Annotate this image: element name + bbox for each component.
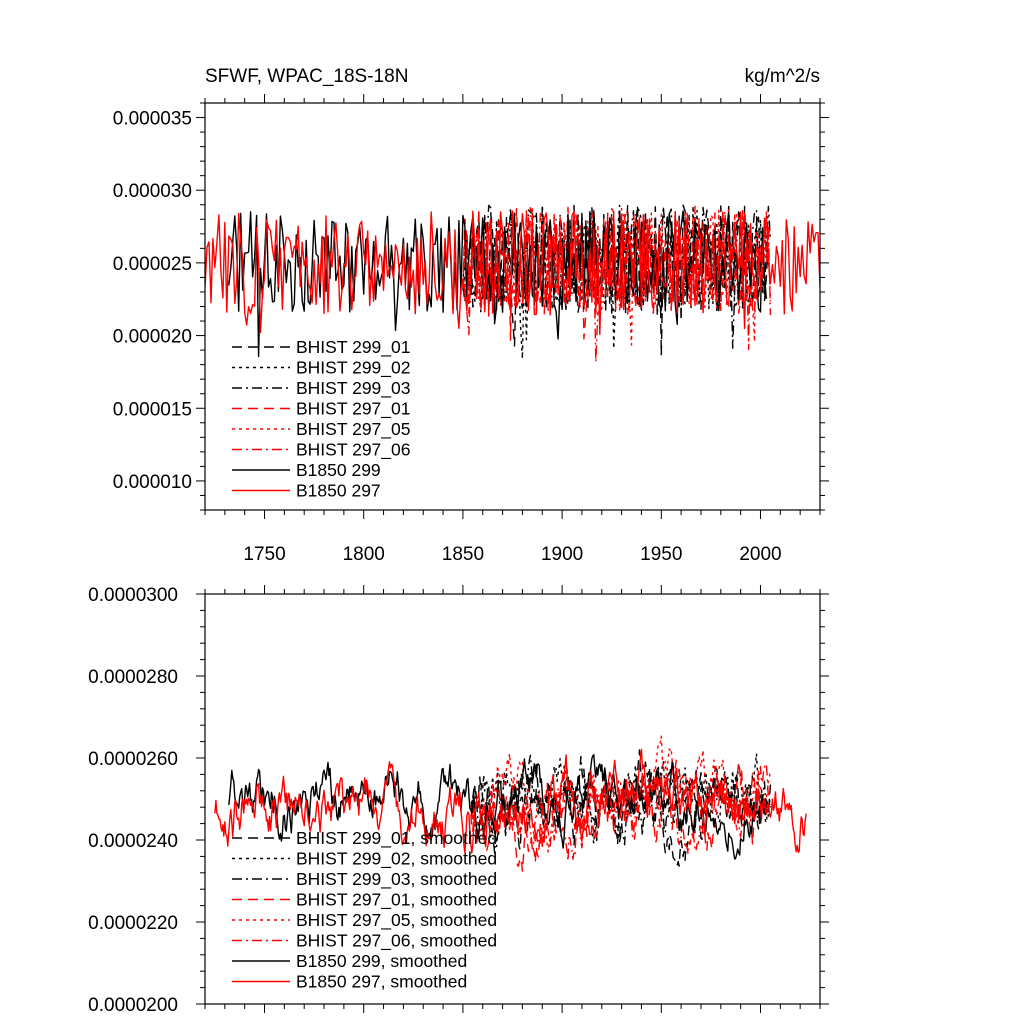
legend-label: BHIST 297_05 xyxy=(296,419,410,440)
series-line-b1850-297-smoothed xyxy=(214,748,807,854)
y-tick-label: 0.0000220 xyxy=(88,913,178,934)
series-line-bhist-297-06 xyxy=(462,205,772,363)
legend-label: BHIST 299_01 xyxy=(296,337,410,358)
legend-label: B1850 297 xyxy=(296,481,381,501)
top-panel-axis: 1750 1800 1850 1900 1950 2000 0.000010 0.000015… xyxy=(113,94,829,565)
x-tick-label: 1850 xyxy=(442,544,484,565)
x-tick-label: 1750 xyxy=(243,544,285,565)
series-line-bhist-297-05 xyxy=(462,206,772,346)
y-tick-label: 0.0000200 xyxy=(88,995,178,1016)
x-tick-label: 1950 xyxy=(640,544,682,565)
legend-label: BHIST 299_03 xyxy=(296,378,410,399)
y-tick-label: 0.000020 xyxy=(113,327,192,348)
series-line-bhist-297-05-smoothed xyxy=(470,735,772,853)
y-tick-label: 0.0000260 xyxy=(88,749,178,770)
legend-label: BHIST 299_03, smoothed xyxy=(296,869,497,890)
legend-label: B1850 297, smoothed xyxy=(296,972,467,992)
series-line-bhist-297-01 xyxy=(462,208,772,341)
series-line-bhist-299-01-smoothed xyxy=(470,749,772,867)
y-tick-label: 0.0000280 xyxy=(88,667,178,688)
legend-label: BHIST 297_05, smoothed xyxy=(296,910,497,931)
bottom-panel: 0.0000200 0.0000220 0.0000240 0.0000260 0.00… xyxy=(88,585,829,1016)
y-tick-label: 0.000025 xyxy=(113,254,192,275)
series-line-bhist-297-01-smoothed xyxy=(470,759,761,872)
legend-label: BHIST 299_01, smoothed xyxy=(296,828,497,849)
legend-label: B1850 299, smoothed xyxy=(296,951,467,971)
legend-label: BHIST 297_01 xyxy=(296,399,410,420)
top-panel-units: kg/m^2/s xyxy=(745,66,820,87)
bottom-panel-lines xyxy=(214,735,807,872)
legend-label: BHIST 299_02 xyxy=(296,358,410,379)
y-tick-label: 0.0000240 xyxy=(88,831,178,852)
y-tick-label: 0.000010 xyxy=(113,472,192,493)
legend-label: BHIST 297_06, smoothed xyxy=(296,931,497,952)
legend-label: BHIST 297_01, smoothed xyxy=(296,890,497,911)
top-panel: SFWF, WPAC_18S-18N kg/m^2/s 1750 1800 1850… xyxy=(113,66,829,565)
y-tick-label: 0.000035 xyxy=(113,109,192,130)
y-tick-label: 0.000015 xyxy=(113,399,192,420)
series-line-b1850-297 xyxy=(205,210,820,336)
top-panel-title: SFWF, WPAC_18S-18N xyxy=(205,66,408,87)
y-tick-label: 0.000030 xyxy=(113,181,192,202)
series-line-bhist-299-03-smoothed xyxy=(470,754,772,854)
y-tick-label: 0.0000300 xyxy=(88,585,178,606)
top-panel-frame xyxy=(204,102,821,511)
top-panel-lines xyxy=(205,204,820,363)
x-tick-label: 1800 xyxy=(343,544,385,565)
series-line-bhist-299-02 xyxy=(462,204,772,360)
x-tick-label: 1900 xyxy=(541,544,583,565)
legend-label: BHIST 297_06 xyxy=(296,440,410,461)
legend-label: BHIST 299_02, smoothed xyxy=(296,849,497,870)
series-line-b1850-299-smoothed xyxy=(228,753,768,860)
x-tick-label: 2000 xyxy=(739,544,781,565)
legend-label: B1850 299 xyxy=(296,460,381,480)
bottom-panel-frame xyxy=(204,593,821,1005)
bottom-panel-axis: 0.0000200 0.0000220 0.0000240 0.0000260 0.00… xyxy=(88,585,829,1016)
